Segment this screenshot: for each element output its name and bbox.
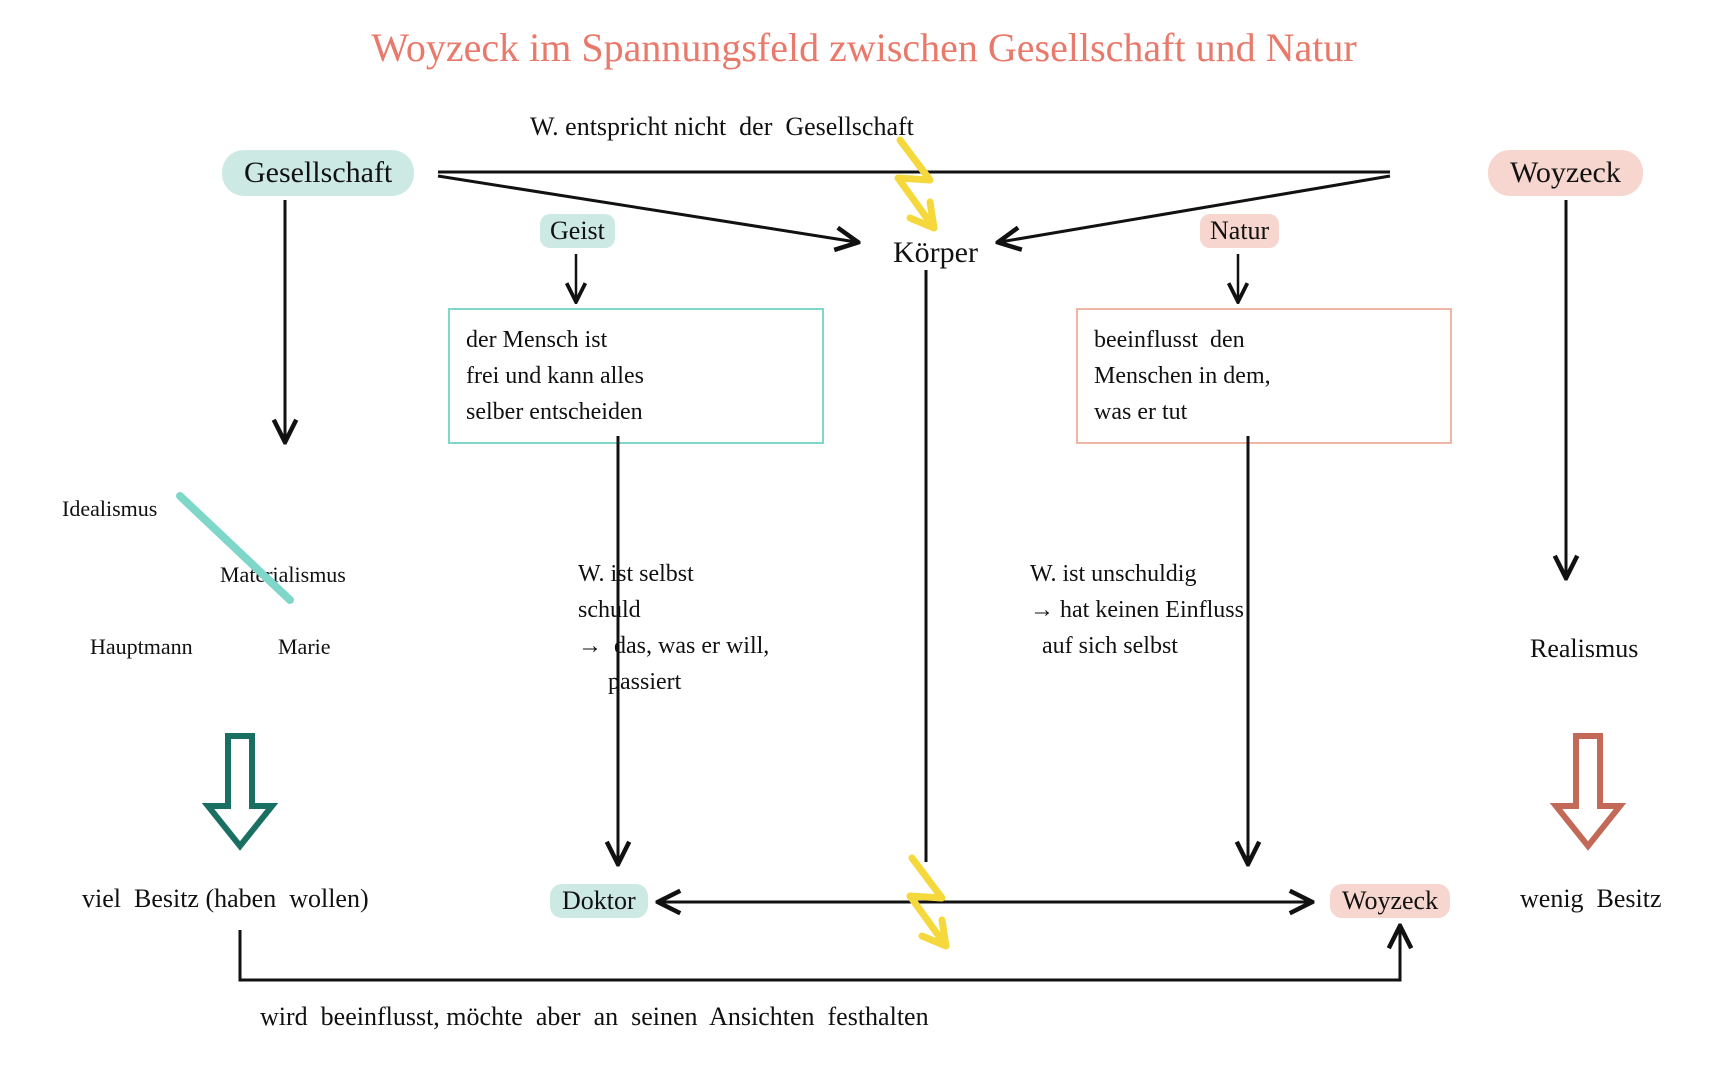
bolt-bottom-icon	[910, 858, 946, 946]
label-materialismus: Materialismus	[220, 562, 346, 588]
label-idealismus: Idealismus	[62, 496, 157, 522]
node-gesellschaft: Gesellschaft	[222, 150, 414, 196]
label-marie: Marie	[278, 634, 331, 660]
box-natur: beeinflusst den Menschen in dem, was er …	[1076, 308, 1452, 444]
node-koerper: Körper	[893, 236, 978, 270]
node-geist: Geist	[540, 214, 615, 248]
node-woyzeck-top: Woyzeck	[1488, 150, 1643, 196]
label-viel-besitz: viel Besitz (haben wollen)	[82, 884, 369, 914]
label-wenig-besitz: wenig Besitz	[1520, 884, 1662, 914]
label-bottom: wird beeinflusst, möchte aber an seinen …	[260, 1002, 929, 1032]
page-title: Woyzeck im Spannungsfeld zwischen Gesell…	[0, 24, 1728, 71]
box-geist: der Mensch ist frei und kann alles selbe…	[448, 308, 824, 444]
label-hauptmann: Hauptmann	[90, 634, 193, 660]
label-realismus: Realismus	[1530, 634, 1638, 664]
label-top: W. entspricht nicht der Gesellschaft	[530, 112, 914, 142]
thick-arrow-rose-icon	[1556, 736, 1620, 846]
node-doktor: Doktor	[550, 884, 648, 918]
text-unschuld: W. ist unschuldig → hat keinen Einfluss …	[1030, 556, 1244, 664]
thick-arrow-teal-icon	[208, 736, 272, 846]
node-natur: Natur	[1200, 214, 1279, 248]
bolt-top-icon	[898, 140, 934, 228]
node-woyzeck-bottom: Woyzeck	[1330, 884, 1450, 918]
text-schuld: W. ist selbst schuld → das, was er will,…	[578, 556, 769, 700]
